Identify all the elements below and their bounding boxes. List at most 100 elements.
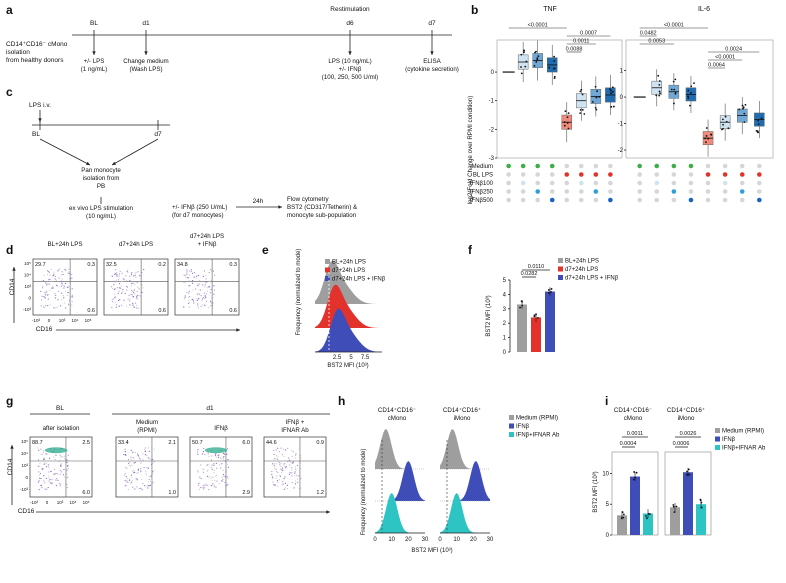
flow-event [121,280,123,283]
matrix-dot [535,172,540,177]
flow-event [221,476,223,478]
histogram-x-tick: 0 [373,537,377,543]
bar-column-title: cMono [624,415,643,422]
flow-event [188,277,190,279]
box-point [704,137,706,140]
flow-event [140,488,143,490]
flow-event [48,283,50,285]
flow-event [146,467,148,469]
flow-event [127,458,130,460]
histogram-curve [440,429,490,469]
pvalue-label: 0.0006 [673,441,690,447]
flow-event [114,293,116,295]
flow-event [60,285,62,287]
box-point [579,90,582,93]
panel-letter: c [6,85,13,99]
flow-event [60,465,62,467]
bar-point [547,289,550,291]
box-point [598,95,601,98]
flow-event [139,458,141,460]
flow-event [202,488,205,490]
flow-event [197,275,200,277]
flow-event [284,476,286,478]
flow-event [55,479,57,481]
histogram-x-tick: 30 [487,537,494,543]
matrix-dot [637,197,642,203]
flow-event [193,276,195,278]
flow-event [188,306,190,308]
flow-event [40,448,42,450]
histogram-curve [375,429,425,469]
flow-event [130,458,132,460]
matrix-dot [535,180,540,186]
cd16-axis-arrow-head [236,328,240,332]
flow-event [128,479,131,481]
flow-event [205,300,208,302]
flow-event [204,305,206,307]
y-tick-label: 2 [503,321,507,327]
flow-event [289,464,291,466]
matrix-dot [608,197,613,203]
flow-event [57,299,59,301]
flow-event [115,269,117,271]
flow-event [122,278,124,280]
flow-event [46,273,49,276]
pvalue-label: 0.0088 [566,47,583,53]
y-tick-label: 5 [606,502,610,508]
flow-event [43,459,45,462]
flow-event [291,475,293,477]
flow-event [298,475,300,477]
duration-label: 24h [253,198,264,205]
flow-y-tick: 0 [25,475,28,480]
flow-event [187,277,189,279]
flow-event [129,298,131,300]
flow-event [129,483,131,485]
flow-event [210,269,212,271]
matrix-dot [654,180,660,186]
flow-event [46,270,49,272]
flow-event [150,458,152,460]
flow-event [131,272,133,274]
flow-event [190,270,192,272]
bar-column-title: iMono [678,415,695,422]
flow-event [211,279,213,281]
flow-event [115,273,117,275]
flow-event [66,286,68,288]
flow-event [45,477,47,479]
flow-event [203,270,205,272]
bar [696,504,706,535]
flow-event [216,474,218,476]
flow-event [114,296,117,298]
flow-event [122,291,124,293]
matrix-dot [549,180,555,186]
flow-event [44,488,46,490]
flow-event [37,447,39,449]
flow-event [57,479,59,482]
bar-column-title: CD14⁺CD16⁺ [667,407,705,414]
flow-event [186,273,188,276]
flow-event [67,286,69,288]
flow-event [54,275,57,278]
box-point [705,141,707,144]
flow-event [295,453,298,455]
flow-event [40,299,43,301]
flow-event [50,470,52,472]
flow-event [43,463,45,465]
matrix-dot [637,172,642,177]
flow-event [276,480,279,482]
flow-event [275,477,277,479]
flow-plot-title: d7+24h LPS [119,241,153,248]
flow-event [67,469,69,471]
box-point [610,105,613,108]
flow-event [213,464,215,466]
flow-event [280,465,282,468]
matrix-dot [722,180,728,186]
flow-event [197,453,199,455]
matrix-dot [506,197,511,203]
flow-event [137,455,140,457]
cd14-axis-arrow-head [10,445,14,449]
flow-event [142,483,144,485]
matrix-dot [549,189,555,194]
panel-letter: i [605,394,608,408]
flow-event [146,454,148,457]
